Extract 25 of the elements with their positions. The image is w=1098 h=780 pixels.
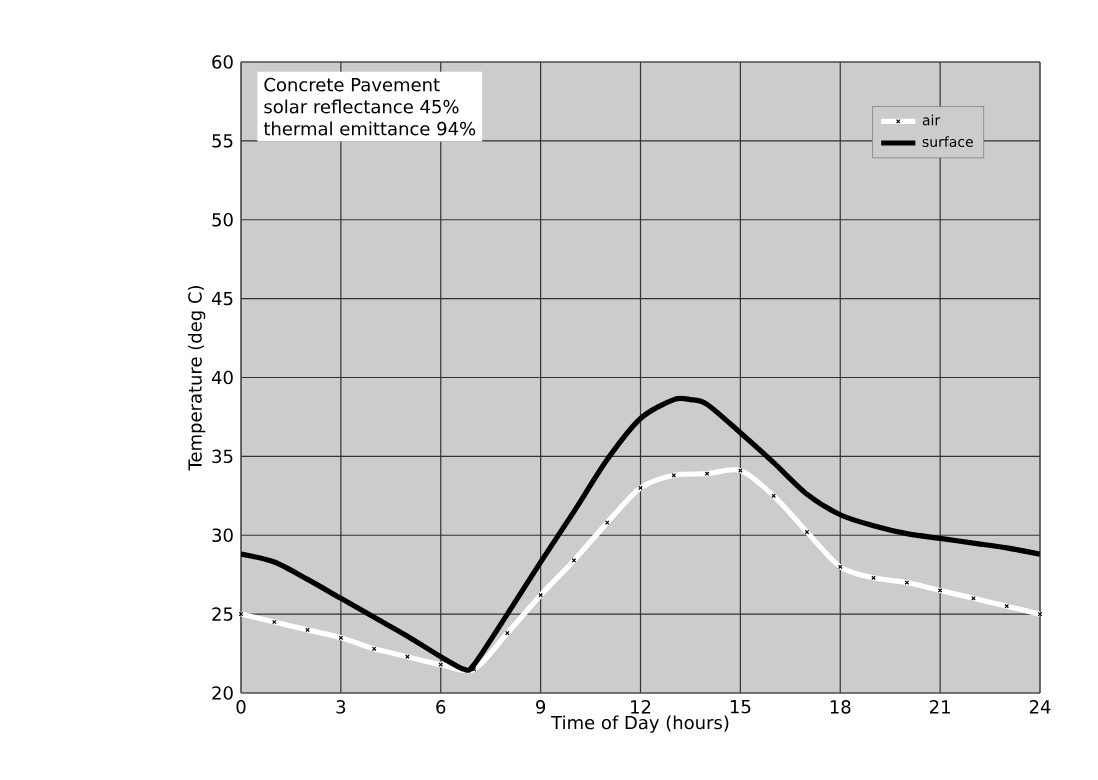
x-tick-label: 15 [730, 700, 751, 714]
annotation: thermal emittance 94% [263, 121, 476, 136]
y-tick-label: 60 [212, 55, 233, 69]
x-axis-title: Time of Day (hours) [551, 715, 729, 733]
x-tick-label: 18 [830, 700, 851, 714]
y-tick-label: 30 [212, 528, 233, 543]
legend-label: air [922, 114, 941, 126]
y-tick-label: 20 [212, 686, 233, 700]
annotation: solar reflectance 45% [264, 99, 459, 114]
x-tick-label: 24 [1029, 700, 1051, 714]
x-tick-label: 21 [930, 700, 950, 714]
y-tick-label: 40 [211, 370, 233, 385]
y-axis-title: Temperature (deg C) [187, 286, 206, 471]
x-tick-label: 6 [436, 700, 446, 714]
x-tick-label: 9 [536, 700, 546, 714]
annotation: Concrete Pavement [264, 77, 440, 92]
y-tick-label: 25 [212, 607, 233, 621]
x-tick-label: 0 [236, 700, 246, 714]
x-tick-label: 12 [631, 700, 651, 714]
y-tick-label: 45 [211, 291, 233, 306]
y-tick-label: 55 [212, 134, 233, 148]
y-tick-label: 35 [212, 449, 233, 464]
legend-label: surface [922, 136, 973, 148]
y-tick-label: 50 [212, 212, 233, 227]
x-tick-label: 3 [336, 700, 346, 714]
